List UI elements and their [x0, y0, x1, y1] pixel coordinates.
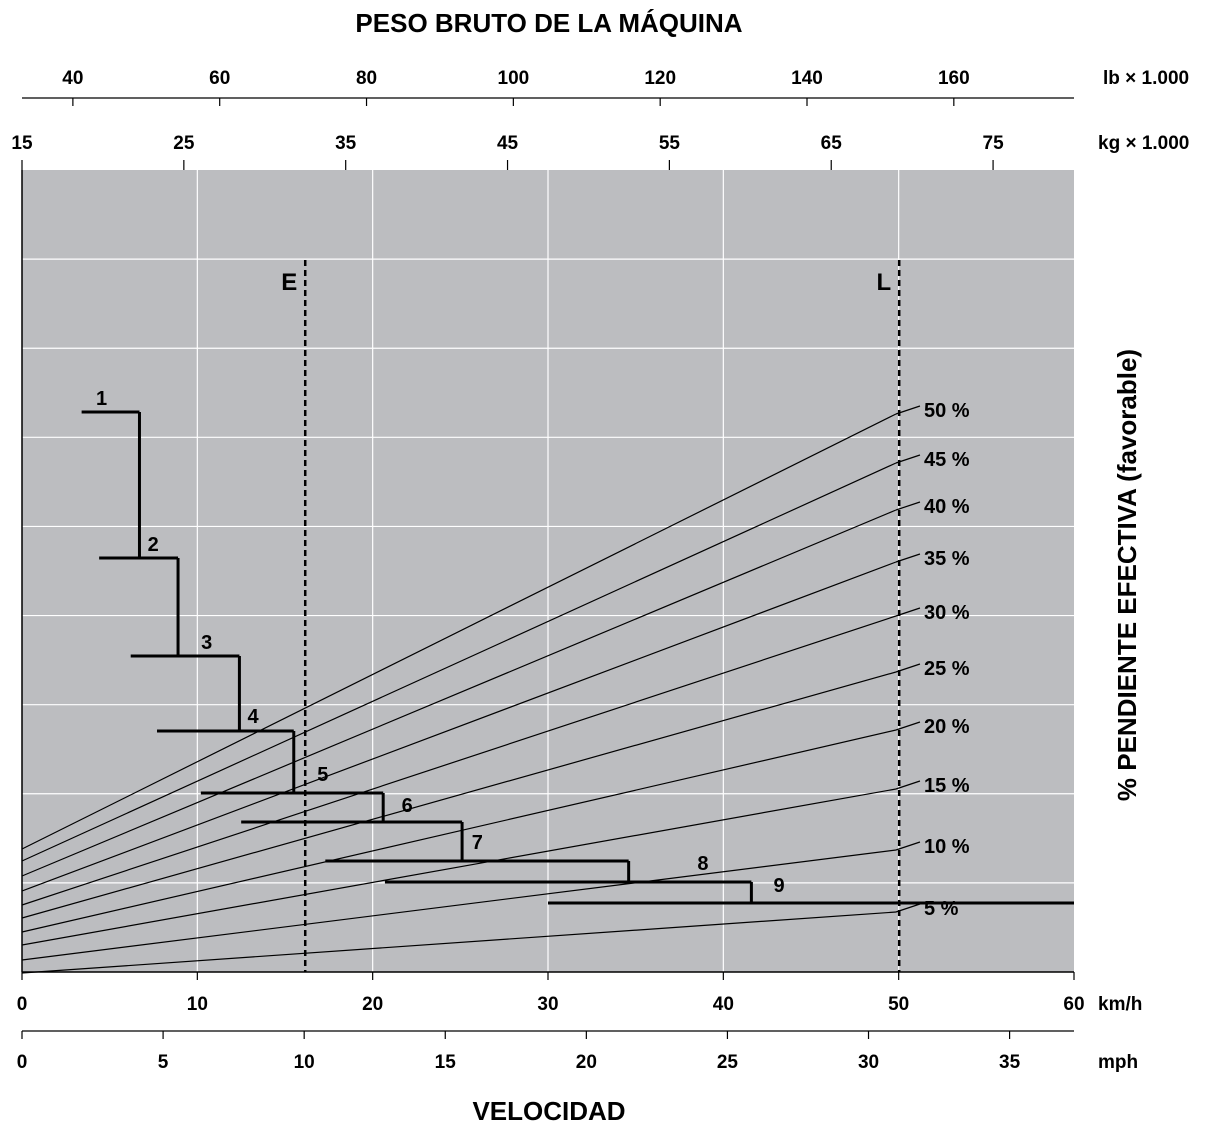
lb-tick-label: 120 [644, 68, 676, 89]
lb-tick-label: 160 [938, 68, 970, 89]
y-axis-title: % PENDIENTE EFECTIVA (favorable) [1112, 349, 1142, 801]
chart-title: PESO BRUTO DE LA MÁQUINA [355, 8, 742, 38]
kmh-tick-label: 50 [888, 994, 909, 1015]
grade-line [21, 509, 897, 877]
grade-line [21, 413, 897, 850]
kmh-tick-label: 10 [187, 994, 208, 1015]
grade-line [21, 911, 897, 974]
kmh-tick-label: 0 [17, 994, 28, 1015]
grade-leader [895, 721, 921, 731]
lb-axis-unit: lb × 1.000 [1103, 68, 1189, 89]
grade-line [21, 788, 897, 946]
gear-label: 6 [402, 795, 413, 817]
grade-leader [895, 501, 921, 511]
grade-label: 20 % [924, 716, 970, 738]
mph-tick-label: 5 [158, 1052, 169, 1073]
grade-line [21, 671, 897, 919]
grade-leader [895, 780, 921, 790]
lb-tick-label: 40 [62, 68, 83, 89]
kg-tick-label: 35 [335, 133, 357, 154]
grade-label: 40 % [924, 496, 970, 518]
grade-label: 35 % [924, 548, 970, 570]
gear-label: 3 [201, 632, 212, 654]
gear-label: 7 [472, 832, 483, 854]
lb-tick-label: 100 [498, 68, 530, 89]
kmh-tick-label: 60 [1063, 994, 1084, 1015]
kg-tick-label: 15 [11, 133, 33, 154]
grade-label: 25 % [924, 658, 970, 680]
grade-lines: 50 % 45 % 40 % 35 % 30 % 25 % 20 % 15 % 10 % 5 % [21, 400, 970, 974]
weight-marker-label: L [877, 269, 892, 296]
mph-tick-label: 35 [999, 1052, 1021, 1073]
kmh-tick-label: 20 [362, 994, 383, 1015]
kg-tick-label: 75 [983, 133, 1005, 154]
mph-tick-label: 15 [435, 1052, 457, 1073]
kg-tick-label: 25 [173, 133, 195, 154]
grade-line [21, 561, 897, 892]
grade-label: 15 % [924, 775, 970, 797]
mph-tick-label: 25 [717, 1052, 739, 1073]
grade-label: 50 % [924, 400, 970, 422]
grade-label: 5 % [924, 898, 959, 920]
gear-label: 5 [317, 764, 328, 786]
lb-tick-label: 80 [356, 68, 377, 89]
lb-tick-label: 60 [209, 68, 230, 89]
grade-label: 30 % [924, 602, 970, 624]
kmh-tick-label: 30 [537, 994, 558, 1015]
mph-tick-label: 30 [858, 1052, 879, 1073]
kg-axis-unit: kg × 1.000 [1098, 133, 1189, 154]
kg-tick-label: 55 [659, 133, 681, 154]
gear-label: 4 [247, 706, 259, 728]
kg-tick-label: 45 [497, 133, 519, 154]
grade-line [21, 462, 897, 862]
grade-leader [895, 841, 921, 851]
gear-label: 9 [773, 875, 784, 897]
gear-label: 8 [697, 853, 708, 875]
grade-line [21, 615, 897, 906]
gear-label: 2 [148, 534, 159, 556]
weight-marker-label: E [281, 269, 297, 296]
kmh-axis-unit: km/h [1098, 994, 1142, 1015]
grade-label: 45 % [924, 449, 970, 471]
grade-label: 10 % [924, 836, 970, 858]
gear-label: 1 [96, 388, 107, 410]
mph-axis-unit: mph [1098, 1052, 1138, 1073]
mph-tick-label: 10 [294, 1052, 315, 1073]
mph-tick-label: 20 [576, 1052, 597, 1073]
x-axis-title: VELOCIDAD [472, 1096, 625, 1126]
gear-steps: 1 2 3 4 5 6 7 8 9 [81, 388, 1074, 905]
lb-tick-label: 140 [791, 68, 823, 89]
kg-tick-label: 65 [821, 133, 843, 154]
mph-tick-label: 0 [17, 1052, 28, 1073]
kmh-tick-label: 40 [713, 994, 734, 1015]
grade-line [21, 729, 897, 933]
grade-line [21, 849, 897, 961]
